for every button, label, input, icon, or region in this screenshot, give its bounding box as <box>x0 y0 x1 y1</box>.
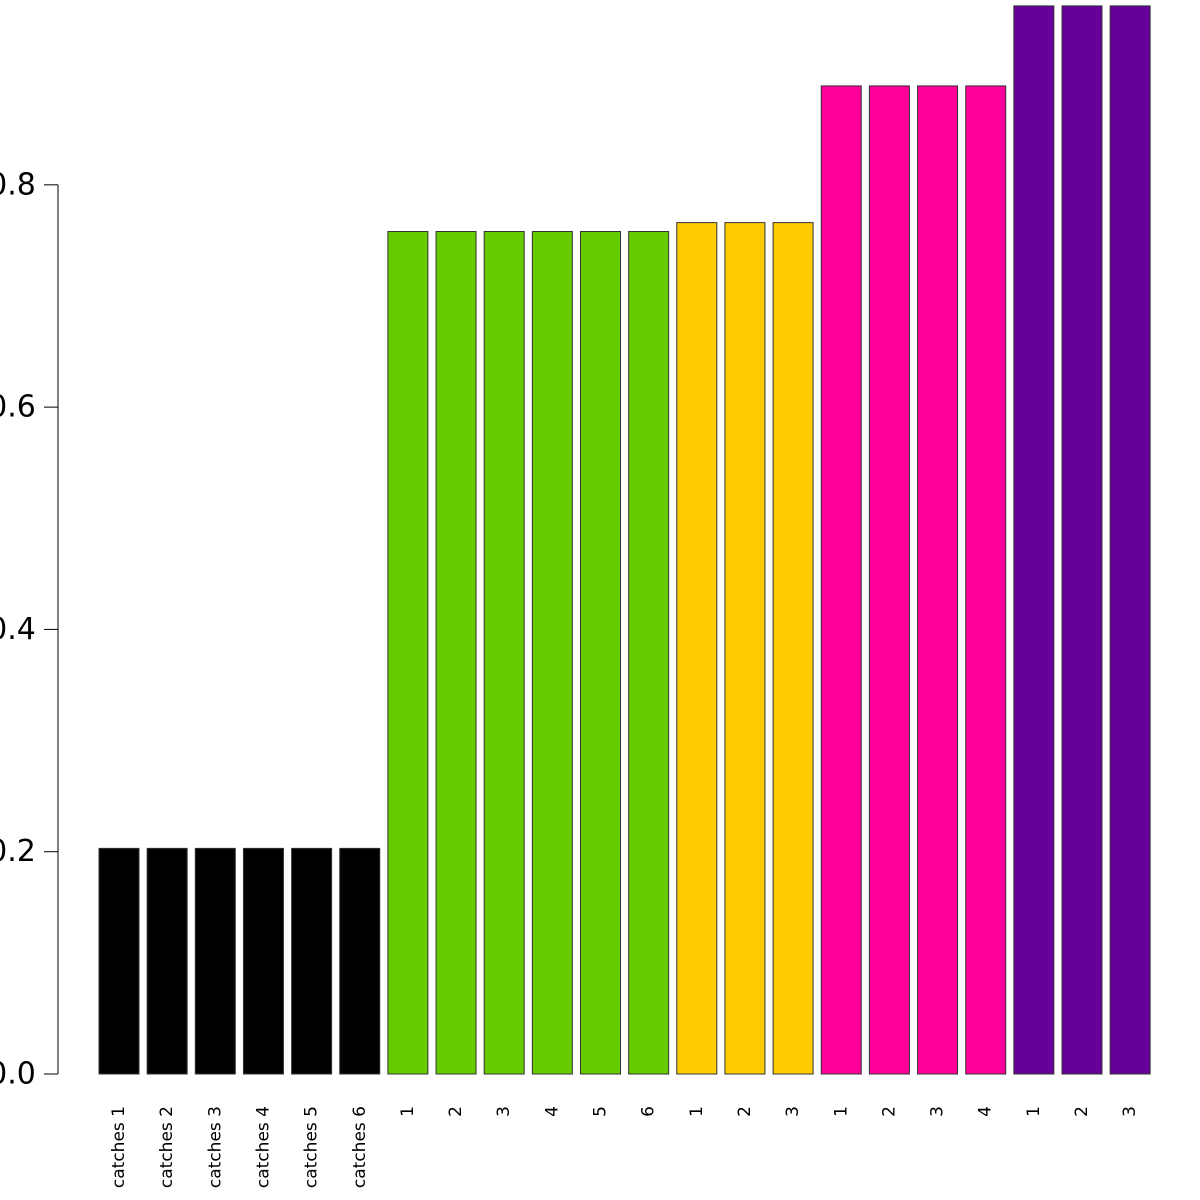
bar <box>868 85 910 1075</box>
x-tick-label: 6 <box>639 1106 659 1117</box>
x-tick-label: 4 <box>976 1106 996 1117</box>
bar <box>1013 5 1055 1075</box>
bar <box>580 231 621 1075</box>
bar <box>965 85 1007 1075</box>
bar <box>1109 5 1151 1075</box>
bar <box>146 847 188 1075</box>
y-tick-label: 0.8 <box>0 167 36 202</box>
bar <box>194 847 236 1075</box>
x-tick-label: 4 <box>542 1106 562 1117</box>
x-tick-label: catches 2 <box>157 1106 177 1188</box>
y-tick-label: 0.6 <box>0 390 36 425</box>
bar <box>242 847 284 1075</box>
x-axis-labels: catches 1 catches 2 catches 3 catches 4 catc… <box>109 1106 1140 1188</box>
x-tick-label: 3 <box>783 1106 803 1117</box>
bar <box>772 222 814 1075</box>
x-tick-label: 3 <box>1120 1106 1140 1117</box>
x-tick-label: catches 1 <box>109 1106 129 1188</box>
bar <box>291 847 333 1075</box>
x-tick-label: 2 <box>1072 1106 1092 1117</box>
x-tick-label: 1 <box>1024 1106 1044 1117</box>
bar <box>676 222 718 1075</box>
bar <box>339 847 381 1075</box>
x-tick-label: catches 3 <box>205 1106 225 1188</box>
x-tick-label: 3 <box>494 1106 514 1117</box>
y-tick-label: 0.2 <box>0 834 36 869</box>
bar <box>628 231 670 1075</box>
bar <box>531 231 573 1075</box>
bar <box>917 85 959 1075</box>
x-tick-label: catches 5 <box>302 1106 322 1188</box>
x-tick-label: 1 <box>687 1106 707 1117</box>
x-tick-label: 1 <box>831 1106 851 1117</box>
bar <box>820 85 862 1075</box>
bar <box>387 231 429 1075</box>
x-tick-label: 2 <box>879 1106 899 1117</box>
x-tick-label: catches 6 <box>350 1106 370 1188</box>
x-tick-label: 2 <box>446 1106 466 1117</box>
x-tick-label: 1 <box>398 1106 418 1117</box>
x-tick-label: catches 4 <box>253 1106 273 1188</box>
bar <box>724 222 766 1075</box>
y-tick-label: 0.0 <box>0 1057 36 1092</box>
bar <box>483 231 525 1075</box>
y-axis: 0.0 0.2 0.4 0.6 0.8 <box>0 167 59 1092</box>
y-tick-label: 0.4 <box>0 612 36 647</box>
bar <box>435 231 477 1075</box>
x-tick-label: 5 <box>591 1106 611 1117</box>
x-tick-label: 2 <box>735 1106 755 1117</box>
bars <box>98 5 1151 1075</box>
x-tick-label: 3 <box>928 1106 948 1117</box>
bar <box>1061 5 1103 1075</box>
bar <box>98 847 140 1075</box>
